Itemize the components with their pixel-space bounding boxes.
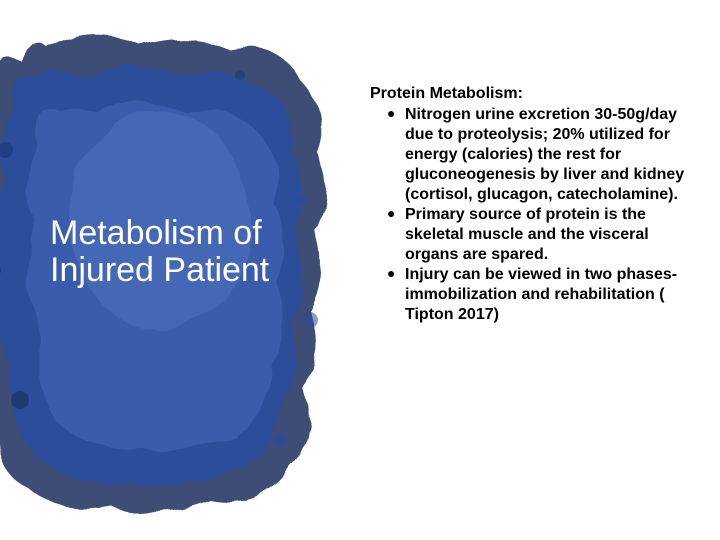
slide-title: Metabolism of Injured Patient [50, 215, 310, 290]
bullet-item: Nitrogen urine excretion 30-50g/day due … [390, 105, 700, 205]
bullet-list: Nitrogen urine excretion 30-50g/day due … [370, 105, 700, 325]
bullet-item: Injury can be viewed in two phases- immo… [390, 265, 700, 325]
content-area: Protein Metabolism: Nitrogen urine excre… [370, 85, 700, 325]
bullet-item: Primary source of protein is the skeleta… [390, 205, 700, 265]
content-heading: Protein Metabolism: [370, 85, 700, 103]
